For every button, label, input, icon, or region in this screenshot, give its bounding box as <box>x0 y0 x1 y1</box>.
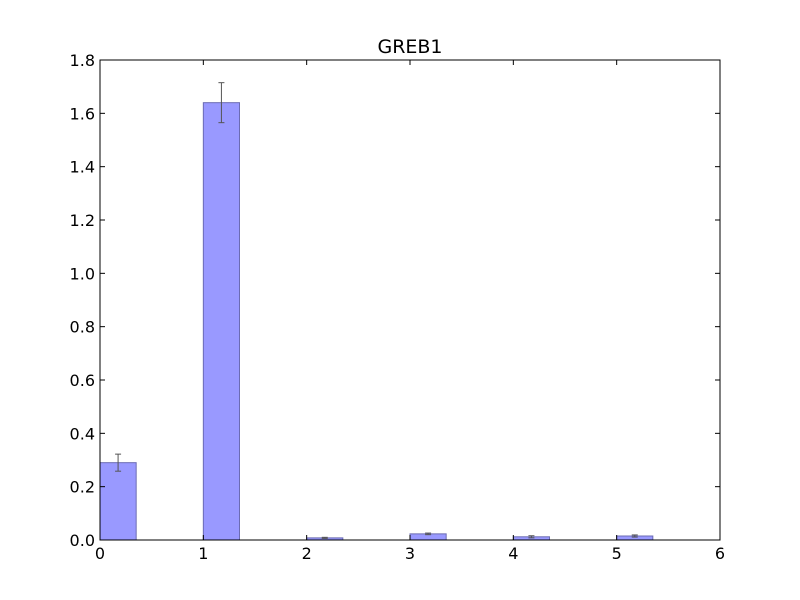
x-tick-label: 6 <box>715 544 725 563</box>
error-bar-1 <box>218 82 225 124</box>
bars-layer <box>99 102 654 541</box>
y-tick-label: 0.4 <box>70 424 95 443</box>
error-bar-0 <box>115 453 122 472</box>
x-tick-labels: 0 1 2 3 4 5 6 <box>95 544 725 563</box>
x-tick-label: 2 <box>302 544 312 563</box>
y-tick-label: 1.4 <box>70 158 95 177</box>
y-tick-label: 0.2 <box>70 478 95 497</box>
x-tick-label: 0 <box>95 544 105 563</box>
chart-title: GREB1 <box>377 36 442 58</box>
error-bar-5 <box>631 534 638 538</box>
x-tick-label: 5 <box>612 544 622 563</box>
y-tick-label: 1.0 <box>70 264 95 283</box>
x-tick-label: 1 <box>198 544 208 563</box>
y-tick-labels: 0.0 0.2 0.4 0.6 0.8 1.0 1.2 1.4 1.6 1.8 <box>70 51 95 550</box>
error-bars-layer <box>115 82 638 539</box>
error-bar-3 <box>425 532 432 536</box>
error-bar-4 <box>528 535 535 539</box>
plot-frame <box>99 59 721 541</box>
ticks-layer <box>99 59 721 541</box>
bar-1 <box>202 102 240 541</box>
x-tick-label: 3 <box>405 544 415 563</box>
bar-0 <box>99 462 137 541</box>
x-tick-label: 4 <box>508 544 518 563</box>
error-bar-2 <box>321 536 328 539</box>
y-tick-label: 1.2 <box>70 211 95 230</box>
y-tick-label: 0.0 <box>70 531 95 550</box>
y-tick-label: 0.8 <box>70 318 95 337</box>
y-tick-label: 0.6 <box>70 371 95 390</box>
y-tick-label: 1.6 <box>70 104 95 123</box>
y-tick-label: 1.8 <box>70 51 95 70</box>
